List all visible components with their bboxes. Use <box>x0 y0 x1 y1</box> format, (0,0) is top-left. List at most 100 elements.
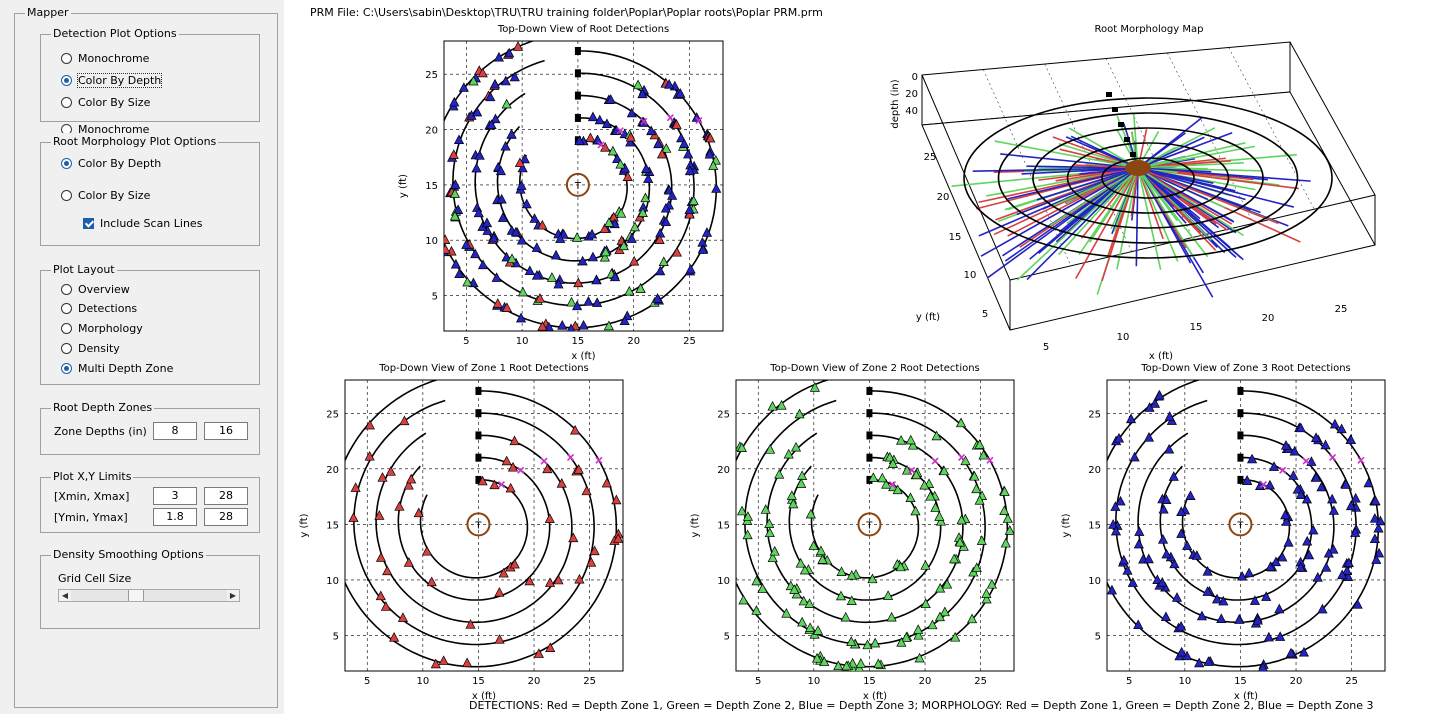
radio-circle-icon <box>61 189 72 201</box>
ymin-input[interactable]: 1.8 <box>153 508 197 526</box>
detection-point <box>884 451 895 462</box>
marker-x <box>497 481 505 489</box>
y-tick-label: 5 <box>724 631 730 642</box>
root-line <box>1058 167 1139 233</box>
slider-left-arrow-icon[interactable]: ◀ <box>59 590 71 601</box>
ymax-input[interactable]: 28 <box>204 508 248 526</box>
detection-point <box>1179 504 1191 515</box>
detection-point <box>939 606 950 617</box>
chart-title: Top-Down View of Zone 3 Root Detections <box>1140 363 1351 374</box>
detection-point <box>679 138 690 148</box>
include-scan-lines-checkbox[interactable]: Include Scan Lines <box>83 215 202 231</box>
x-tick-label: 25 <box>1335 304 1348 315</box>
detection-point <box>905 434 916 445</box>
detection-point <box>883 590 894 600</box>
slider-right-arrow-icon[interactable]: ▶ <box>227 590 239 601</box>
zone-depth-1-input[interactable]: 8 <box>153 422 197 440</box>
detection-point <box>616 235 627 245</box>
detection-point <box>901 631 913 641</box>
detection-point <box>483 90 494 101</box>
detection-point <box>585 132 596 143</box>
detection-point <box>892 558 903 569</box>
x-tick-label: 20 <box>1290 676 1303 687</box>
xmax-input[interactable]: 28 <box>204 487 248 505</box>
detection-point <box>524 575 535 586</box>
detection-point <box>1157 534 1169 544</box>
detection-point <box>578 135 589 146</box>
root-line <box>1137 127 1216 169</box>
detection-point <box>1203 656 1214 666</box>
plot-content <box>1107 380 1385 671</box>
radio-monochrome[interactable]: Monochrome <box>61 50 149 66</box>
radio-color-by-size[interactable]: Color By Size <box>61 94 150 110</box>
root-line <box>986 167 1139 279</box>
detection-point <box>1340 478 1351 489</box>
y-tick-label: 20 <box>425 126 438 137</box>
detection-point <box>544 513 555 523</box>
radio-color-by-depth[interactable]: Color By Depth <box>61 72 163 88</box>
root-line <box>978 167 1139 204</box>
radio-monochrome-label: Monochrome <box>78 51 150 65</box>
detection-point <box>1304 549 1315 560</box>
detection-point <box>605 94 616 104</box>
radio-density[interactable]: Density <box>61 340 120 356</box>
detection-point <box>447 152 458 162</box>
detection-point <box>1164 443 1175 454</box>
detection-point <box>1133 538 1144 549</box>
detection-point <box>1182 540 1193 550</box>
detection-point <box>660 202 671 213</box>
radio-overview[interactable]: Overview <box>61 281 130 297</box>
radio-morph-color-by-size[interactable]: Color By Size <box>61 187 150 203</box>
detection-point <box>637 88 648 99</box>
radio-morphology[interactable]: Morphology <box>61 320 143 336</box>
root-line <box>1098 158 1139 169</box>
detection-point <box>1165 551 1176 562</box>
scan-start-marker <box>475 386 482 395</box>
xmin-input[interactable]: 3 <box>153 487 197 505</box>
detection-point <box>1289 445 1300 456</box>
radio-morph-color-by-depth[interactable]: Color By Depth <box>61 155 161 171</box>
root-line <box>1137 167 1202 234</box>
detection-point <box>516 180 527 190</box>
root-line <box>1137 167 1279 225</box>
scan-start-marker <box>1124 137 1130 142</box>
detection-point <box>325 514 334 523</box>
radio-monochrome-hidden[interactable]: Monochrome <box>61 123 149 133</box>
detection-point <box>1157 577 1168 587</box>
root-line <box>1019 167 1139 248</box>
radio-detections[interactable]: Detections <box>61 300 137 316</box>
grid-line <box>1105 58 1193 238</box>
slider-thumb[interactable] <box>127 590 144 601</box>
root-line <box>1065 167 1139 200</box>
detection-point <box>817 554 828 564</box>
detection-point <box>1176 646 1187 657</box>
detection-point <box>477 475 488 486</box>
detection-point <box>507 461 519 472</box>
detection-point <box>446 245 457 256</box>
detection-point <box>1283 536 1294 547</box>
detection-point <box>654 234 665 244</box>
detection-point <box>348 512 359 522</box>
radio-multi-depth-zone[interactable]: Multi Depth Zone <box>61 360 173 376</box>
detection-point <box>487 234 498 244</box>
detection-point <box>1108 519 1119 529</box>
y-tick-label: 10 <box>1088 576 1101 587</box>
y-tick-label: 25 <box>425 70 438 81</box>
detection-point <box>1234 614 1245 624</box>
detection-point <box>512 227 523 237</box>
detection-point <box>911 469 922 480</box>
detection-point <box>1268 461 1280 471</box>
radio-circle-icon <box>61 283 72 295</box>
detection-point <box>473 207 484 218</box>
trunk-circle <box>565 172 590 197</box>
detection-point <box>822 554 833 565</box>
root-line <box>994 140 1139 169</box>
grid-cell-size-slider[interactable]: ◀ ▶ <box>58 589 240 602</box>
detection-point <box>942 578 953 589</box>
root-line <box>1055 167 1139 243</box>
detection-point <box>634 211 645 222</box>
detection-point <box>907 439 919 450</box>
detection-point <box>708 160 719 170</box>
zone-depth-2-input[interactable]: 16 <box>204 422 248 440</box>
detection-point <box>1329 418 1341 429</box>
